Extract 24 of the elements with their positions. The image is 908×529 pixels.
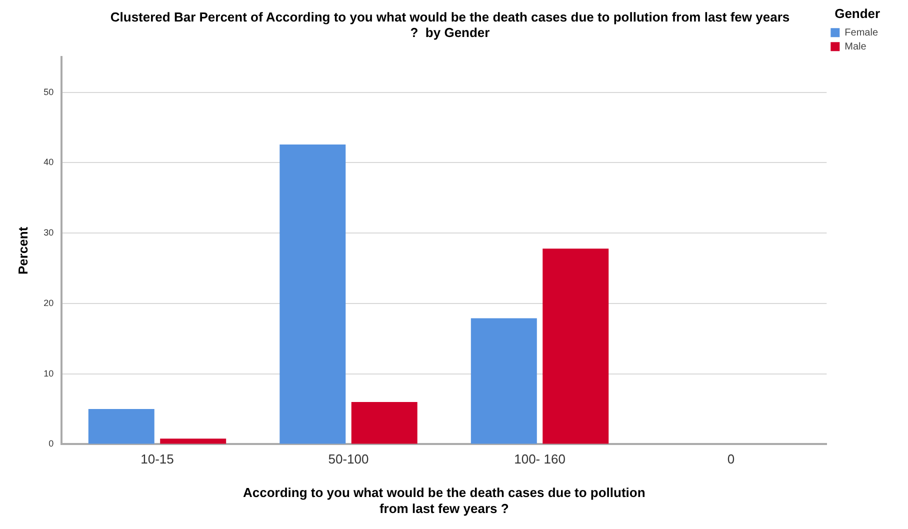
legend-title: Gender xyxy=(834,6,880,22)
bar xyxy=(542,248,609,444)
bar xyxy=(280,144,346,444)
x-tick-label: 0 xyxy=(727,452,735,467)
bar xyxy=(160,438,226,444)
text: Clustered Bar Percent of According to you what would be the death cases due to pollution from last few years xyxy=(110,9,790,24)
bar xyxy=(88,409,154,444)
y-axis-title: Percent xyxy=(15,226,30,275)
bar xyxy=(351,402,418,444)
x-tick-label: 10-15 xyxy=(140,452,174,467)
text: ? by Gender xyxy=(410,24,490,40)
text: from last few years ? xyxy=(379,500,509,516)
text: According to you what would be the death cases due to pollution xyxy=(242,485,646,500)
x-tick-label: 50-100 xyxy=(328,452,369,467)
bar xyxy=(470,318,537,444)
x-tick-label: 100- 160 xyxy=(514,452,566,467)
legend-label: Female xyxy=(844,27,878,38)
y-tick-label: 20 xyxy=(44,298,54,308)
y-tick-label: 10 xyxy=(44,368,54,378)
legend-label: Male xyxy=(844,41,867,52)
y-tick-label: 40 xyxy=(44,157,54,168)
y-tick-label: 50 xyxy=(44,86,54,97)
y-tick-label: 0 xyxy=(48,438,54,449)
y-tick-label: 30 xyxy=(44,228,54,238)
